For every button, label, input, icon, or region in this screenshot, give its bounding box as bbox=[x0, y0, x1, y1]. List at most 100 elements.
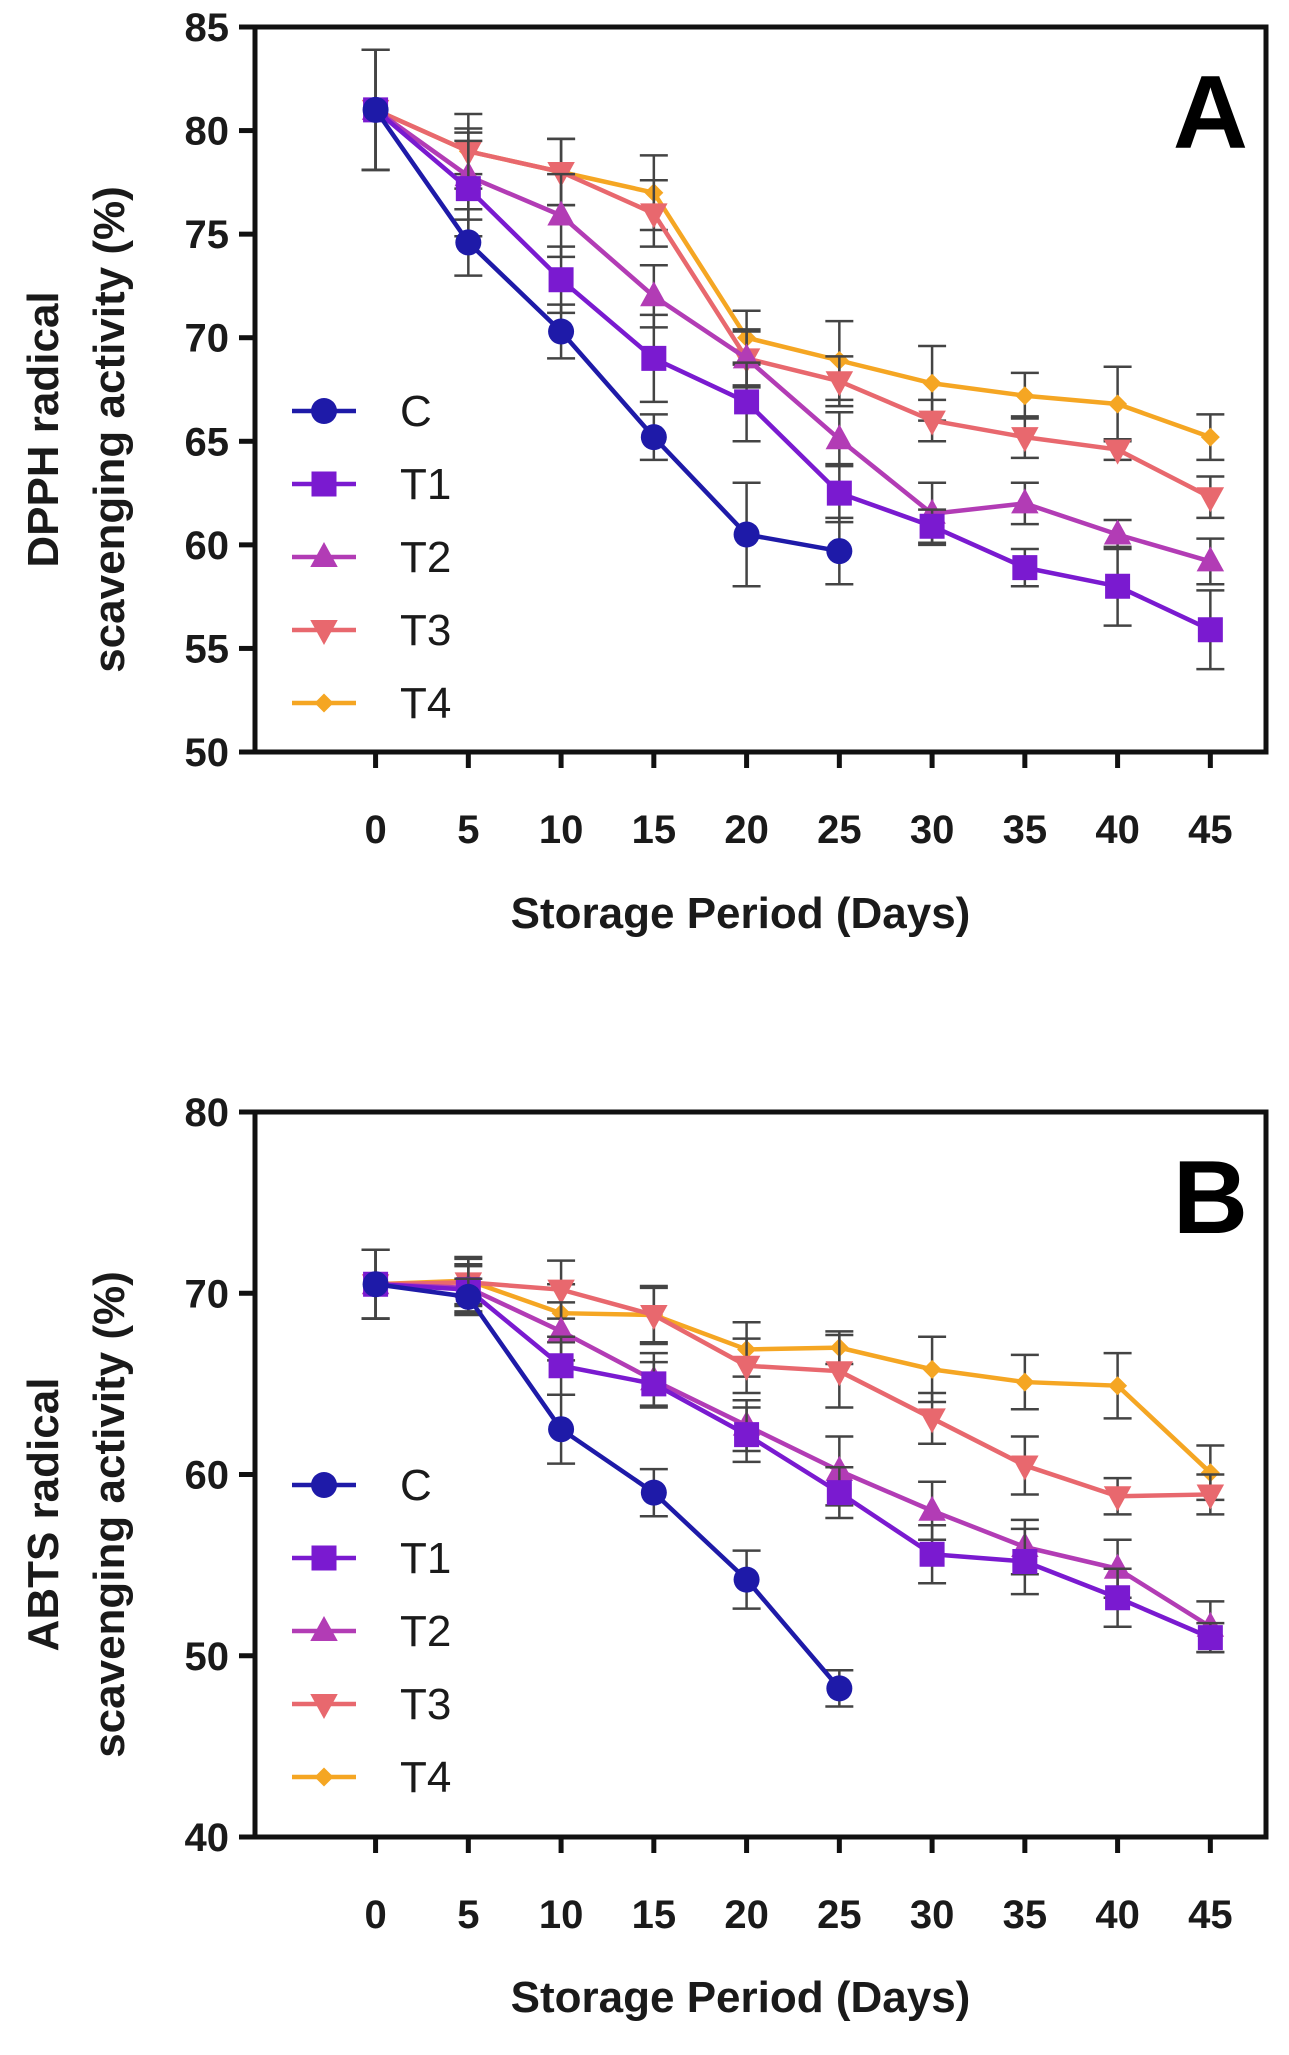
data-point bbox=[1011, 1455, 1039, 1481]
series-T1 bbox=[361, 1248, 1225, 1654]
x-tick-label: 10 bbox=[539, 1893, 584, 1937]
x-tick-label: 25 bbox=[817, 1893, 862, 1937]
y-tick-label: 40 bbox=[185, 1816, 230, 1860]
y-tick-label: 70 bbox=[185, 317, 230, 361]
y-tick-label: 80 bbox=[185, 110, 230, 154]
data-point bbox=[548, 1416, 575, 1443]
data-point bbox=[826, 1675, 853, 1702]
data-point bbox=[548, 1353, 574, 1379]
x-tick-label: 10 bbox=[539, 808, 584, 852]
legend-label-T3: T3 bbox=[400, 606, 451, 655]
x-tick-label: 0 bbox=[364, 808, 386, 852]
data-point bbox=[1105, 573, 1131, 599]
legend-label-T4: T4 bbox=[400, 1753, 451, 1802]
y-axis-title-line: DPPH radical bbox=[19, 291, 68, 567]
data-point bbox=[734, 1422, 760, 1448]
data-point bbox=[1200, 427, 1220, 447]
x-tick-label: 45 bbox=[1188, 1893, 1233, 1937]
y-axis-title: ABTS radical scavenging activity (%) bbox=[19, 1271, 134, 1758]
data-point bbox=[1196, 487, 1225, 513]
data-point bbox=[825, 1361, 854, 1387]
data-point bbox=[640, 203, 668, 229]
series-line bbox=[374, 108, 1211, 564]
series-T3 bbox=[361, 48, 1225, 520]
series-line bbox=[375, 1281, 1212, 1629]
data-point bbox=[919, 513, 945, 539]
y-axis-title-line: ABTS radical bbox=[19, 1378, 68, 1652]
data-point bbox=[1012, 555, 1038, 581]
data-point bbox=[918, 1408, 946, 1434]
data-point bbox=[455, 176, 481, 202]
chart-panel-A: 50 55 60 65 70 75 80 85 0 5 10 15 20 25 30 35 40 45 Storag… bbox=[19, 6, 1269, 938]
data-point bbox=[1103, 439, 1132, 465]
data-point bbox=[922, 1359, 942, 1379]
data-point bbox=[732, 1355, 761, 1381]
series-line bbox=[375, 1281, 1212, 1640]
legend-label-T2: T2 bbox=[400, 1607, 451, 1656]
x-tick-label: 40 bbox=[1095, 1893, 1140, 1937]
x-tick-label: 15 bbox=[632, 1893, 677, 1937]
series-line bbox=[373, 108, 840, 554]
x-axis-title: Storage Period (Days) bbox=[511, 889, 971, 938]
series-C bbox=[361, 48, 854, 588]
y-tick-label: 55 bbox=[185, 627, 230, 671]
data-point bbox=[1012, 1549, 1038, 1574]
legend-label-T2: T2 bbox=[400, 533, 451, 582]
y-tick-label: 50 bbox=[185, 1635, 230, 1679]
data-point bbox=[1011, 427, 1039, 453]
panel-letter: A bbox=[1173, 55, 1248, 171]
legend-label-T1: T1 bbox=[400, 460, 451, 509]
data-point bbox=[1200, 1463, 1220, 1483]
legend-marker bbox=[310, 1616, 338, 1641]
legend-marker bbox=[311, 1472, 337, 1498]
data-point bbox=[1103, 1486, 1132, 1512]
data-point bbox=[1103, 1553, 1132, 1579]
x-tick-label: 30 bbox=[910, 1893, 955, 1937]
y-tick-label: 80 bbox=[185, 1091, 230, 1135]
series-line bbox=[375, 1280, 1211, 1499]
legend-marker bbox=[314, 693, 334, 713]
legend-label-T1: T1 bbox=[400, 1534, 451, 1583]
x-tick-label: 40 bbox=[1095, 808, 1140, 852]
data-point bbox=[1196, 546, 1225, 572]
data-point bbox=[640, 1479, 667, 1506]
data-point bbox=[1108, 1376, 1128, 1396]
legend-label-C: C bbox=[400, 387, 432, 436]
y-tick-label: 85 bbox=[185, 6, 230, 50]
legend: C T1 T2 T3 T4 bbox=[292, 1461, 451, 1802]
y-axis-title-line: scavenging activity (%) bbox=[85, 186, 134, 673]
legend: C T1 T2 T3 T4 bbox=[292, 387, 451, 728]
data-point bbox=[826, 1480, 852, 1506]
x-tick-label: 20 bbox=[724, 808, 769, 852]
x-tick-label: 15 bbox=[632, 808, 677, 852]
data-point bbox=[548, 318, 575, 345]
data-point bbox=[733, 521, 760, 548]
data-point bbox=[825, 371, 854, 397]
data-point bbox=[1011, 488, 1039, 514]
data-point bbox=[1015, 386, 1035, 406]
data-point bbox=[1105, 1585, 1131, 1611]
y-tick-label: 50 bbox=[185, 731, 230, 775]
data-point bbox=[1197, 1625, 1223, 1651]
data-point bbox=[918, 1495, 946, 1521]
x-tick-label: 30 bbox=[910, 808, 955, 852]
data-point bbox=[641, 345, 667, 371]
series-T1 bbox=[361, 48, 1225, 671]
data-point bbox=[455, 1283, 482, 1310]
x-tick-label: 45 bbox=[1188, 808, 1233, 852]
legend-marker bbox=[311, 471, 337, 497]
y-tick-label: 75 bbox=[185, 213, 230, 257]
data-point bbox=[640, 424, 667, 451]
data-point bbox=[548, 267, 574, 293]
x-tick-label: 35 bbox=[1003, 808, 1048, 852]
x-axis-title: Storage Period (Days) bbox=[511, 1973, 971, 2022]
x-tick-label: 25 bbox=[817, 808, 862, 852]
data-point bbox=[826, 480, 852, 506]
data-point bbox=[734, 389, 760, 415]
series-T2 bbox=[361, 48, 1225, 586]
series-C bbox=[361, 1248, 854, 1708]
data-point bbox=[640, 281, 668, 307]
data-point bbox=[547, 1279, 575, 1305]
data-point bbox=[825, 424, 854, 450]
y-axis-title-line: scavenging activity (%) bbox=[85, 1271, 134, 1758]
